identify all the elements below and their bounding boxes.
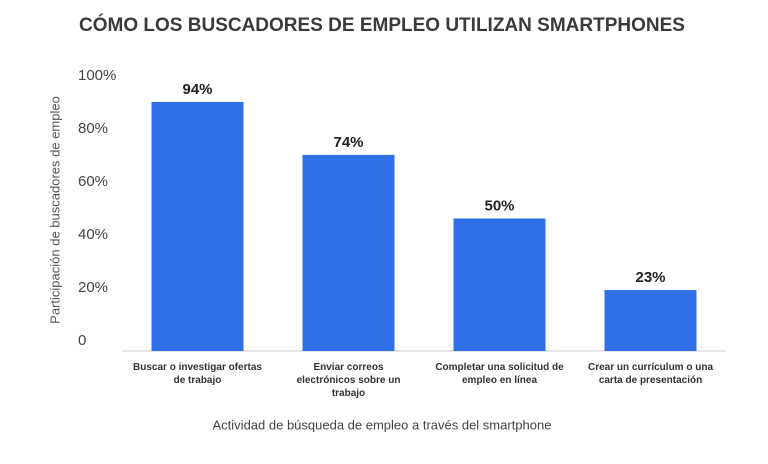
y-tick-label: 60% [78,173,108,190]
value-label: 50% [484,197,514,214]
bar [604,290,697,351]
y-tick-label: 80% [78,120,108,137]
x-tick-label: Buscar o investigar ofertas de trabajo [133,362,262,386]
bar [453,218,546,351]
value-label: 23% [635,269,665,286]
x-tick-label: Completar una solicitud de empleo en lín… [435,362,564,386]
x-tick-label: Crear un currículum o una carta de prese… [587,362,714,386]
bar [151,101,244,352]
x-axis-label: Actividad de búsqueda de empleo a través… [213,417,552,432]
y-tick-label: 0 [78,332,86,349]
bar [302,154,395,351]
x-tick-label: Enviar correos electrónicos sobre un tra… [296,362,401,399]
value-label: 74% [333,134,363,151]
y-tick-label: 20% [78,279,108,296]
value-label: 94% [182,81,212,98]
y-tick-label: 40% [78,226,108,243]
y-tick-label: 100% [78,67,116,84]
chart-title: CÓMO LOS BUSCADORES DE EMPLEO UTILIZAN S… [79,14,685,36]
y-axis-label: Participación de buscadores de empleo [47,96,62,324]
